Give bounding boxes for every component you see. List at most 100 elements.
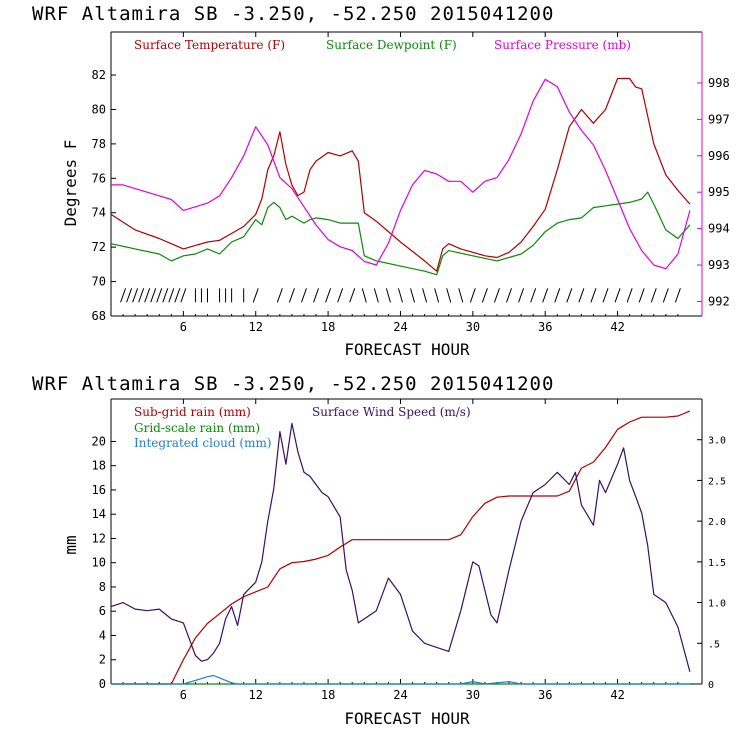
wind-barb	[252, 288, 259, 303]
bottom-y-tick-label: 0	[99, 677, 106, 691]
wind-barb	[276, 288, 283, 303]
top-y2-tick-label: 996	[708, 149, 730, 163]
bottom-series-line-4	[110, 422, 691, 672]
top-y-tick-label: 68	[92, 309, 106, 323]
top-y2-tick-label: 994	[708, 222, 730, 236]
wind-barb	[180, 288, 187, 303]
bottom-y-tick-label: 8	[99, 580, 106, 594]
wind-barb	[554, 288, 561, 303]
wind-barb	[469, 288, 476, 303]
top-x-tick-label: 24	[393, 320, 407, 334]
top-chart-title: WRF Altamira SB -3.250, -52.250 20150412…	[32, 3, 554, 25]
wind-barb	[168, 288, 175, 303]
wind-barb	[301, 288, 307, 303]
bottom-y-tick-label: 10	[92, 556, 106, 570]
top-y-tick-label: 82	[92, 68, 106, 82]
wind-barb	[530, 288, 537, 303]
bottom-series-line-1	[111, 410, 691, 685]
wind-barb	[385, 288, 391, 303]
wind-barb	[614, 288, 621, 303]
wind-barb	[493, 288, 500, 303]
top-y2-tick-label: 993	[708, 258, 730, 272]
bottom-x-tick-label: 18	[321, 688, 335, 702]
wind-barb	[132, 288, 139, 303]
wind-barb	[397, 288, 403, 303]
bottom-y2-tick-label: 3.0	[708, 436, 726, 447]
bottom-x-tick-label: 30	[466, 688, 480, 702]
bottom-chart-title: WRF Altamira SB -3.250, -52.250 20150412…	[32, 373, 554, 395]
bottom-legend-entry: Integrated cloud (mm)	[134, 436, 272, 450]
top-y-tick-label: 78	[92, 137, 106, 151]
wind-barb	[458, 288, 464, 303]
wind-barb	[337, 288, 344, 303]
top-x-tick-label: 36	[538, 320, 552, 334]
wind-barb	[674, 288, 681, 303]
bottom-y-tick-label: 18	[92, 459, 106, 473]
bottom-y2-tick-label: 2.0	[708, 517, 726, 528]
top-y-tick-label: 80	[92, 102, 106, 116]
bottom-x-tick-label: 36	[538, 688, 552, 702]
top-x-tick-label: 6	[180, 320, 187, 334]
wind-barb	[373, 288, 379, 303]
wind-barb	[174, 288, 181, 303]
wind-barb	[361, 288, 367, 303]
wind-barb	[638, 288, 645, 303]
top-series-line-2	[110, 191, 691, 276]
wind-barb	[162, 288, 169, 303]
top-x-tick-label: 42	[610, 320, 624, 334]
wind-barb	[650, 288, 657, 303]
wind-barb	[126, 288, 133, 303]
bottom-chart-ylabel: mm	[61, 535, 80, 554]
bottom-y-tick-label: 6	[99, 604, 106, 618]
wind-barb	[288, 288, 295, 303]
wind-barb	[422, 288, 428, 303]
bottom-series-line-3	[111, 674, 690, 685]
top-y-tick-label: 70	[92, 275, 106, 289]
bottom-y-tick-label: 12	[92, 531, 106, 545]
top-y-tick-label: 74	[92, 206, 106, 220]
bottom-x-tick-label: 42	[610, 688, 624, 702]
wind-barb	[542, 288, 549, 303]
bottom-y2-tick-label: 1.5	[708, 558, 726, 569]
top-legend-entry: Surface Dewpoint (F)	[326, 38, 457, 52]
top-x-tick-label: 12	[249, 320, 263, 334]
wind-barb	[349, 288, 356, 303]
top-y-tick-label: 72	[92, 240, 106, 254]
top-y2-tick-label: 997	[708, 112, 730, 126]
bottom-legend-entry: Sub-grid rain (mm)	[134, 405, 251, 419]
bottom-x-tick-label: 6	[180, 688, 187, 702]
bottom-y2-tick-label: .5	[708, 639, 720, 650]
top-chart-ylabel: Degrees F	[61, 140, 80, 227]
top-chart-xlabel: FORECAST HOUR	[344, 340, 470, 359]
bottom-y-tick-label: 2	[99, 653, 106, 667]
wind-barb	[518, 288, 525, 303]
bottom-chart-xlabel: FORECAST HOUR	[344, 709, 470, 728]
top-y2-tick-label: 995	[708, 185, 730, 199]
wind-barb	[566, 288, 573, 303]
top-series-line-1	[110, 77, 691, 272]
bottom-y2-tick-label: 0	[708, 680, 714, 691]
top-x-tick-label: 30	[466, 320, 480, 334]
wind-barb	[150, 288, 157, 303]
wind-barb	[410, 288, 416, 303]
wind-barb	[138, 288, 145, 303]
wind-barb	[578, 288, 585, 303]
bottom-legend-entry: Surface Wind Speed (m/s)	[312, 405, 471, 419]
wind-barb	[313, 288, 320, 303]
bottom-y-tick-label: 4	[99, 628, 106, 642]
wind-barb	[144, 288, 151, 303]
top-y-tick-label: 76	[92, 171, 106, 185]
wind-barb	[662, 288, 669, 303]
top-legend-entry: Surface Pressure (mb)	[494, 38, 631, 52]
wind-barb	[602, 288, 609, 303]
bottom-x-tick-label: 24	[393, 688, 407, 702]
bottom-x-tick-label: 12	[249, 688, 263, 702]
bottom-y-tick-label: 16	[92, 483, 106, 497]
wind-barb	[590, 288, 597, 303]
top-series-line-3	[111, 78, 691, 270]
bottom-y-tick-label: 20	[92, 434, 106, 448]
wind-barb	[506, 288, 512, 303]
wind-barb	[120, 288, 127, 303]
